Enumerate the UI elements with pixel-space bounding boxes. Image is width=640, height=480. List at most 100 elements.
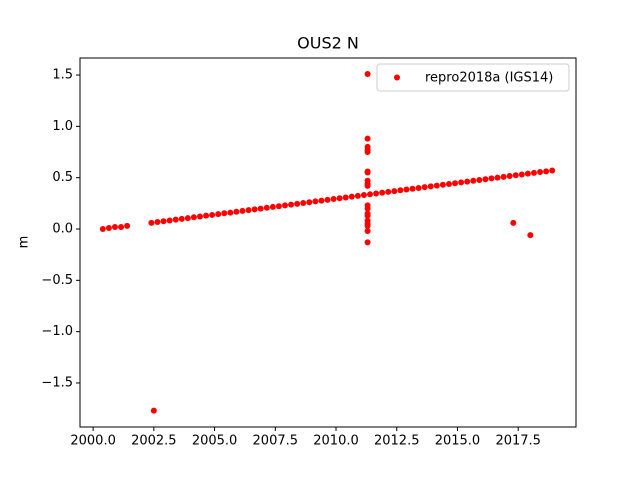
point: [439, 181, 446, 188]
point: [239, 207, 246, 214]
point: [111, 223, 118, 230]
point: [288, 201, 295, 208]
point: [233, 208, 240, 215]
point: [364, 169, 371, 176]
point: [245, 207, 252, 214]
x-tick-label: 2017.5: [495, 434, 541, 449]
point: [294, 200, 301, 207]
point: [476, 177, 483, 184]
point: [415, 184, 422, 191]
point: [364, 149, 371, 156]
point: [470, 177, 477, 184]
point: [178, 215, 185, 222]
point: [403, 186, 410, 193]
point: [482, 176, 489, 183]
point: [196, 213, 203, 220]
point: [360, 192, 367, 199]
point: [364, 239, 371, 246]
y-tick-label: 0.5: [52, 170, 73, 185]
y-axis-label: m: [17, 236, 32, 249]
point: [364, 182, 371, 189]
point: [537, 169, 544, 176]
point: [512, 172, 519, 179]
x-tick-label: 2002.5: [131, 434, 177, 449]
point: [494, 174, 501, 181]
point: [391, 188, 398, 195]
point: [148, 219, 155, 226]
point: [500, 173, 507, 180]
legend-marker: [394, 74, 400, 81]
point: [342, 194, 349, 201]
point: [124, 222, 131, 229]
point: [282, 202, 289, 209]
point: [269, 203, 276, 210]
point: [385, 188, 392, 195]
point: [354, 192, 361, 199]
point: [324, 196, 331, 203]
point: [464, 178, 471, 185]
point: [336, 195, 343, 202]
point: [524, 170, 531, 177]
point: [518, 171, 525, 178]
point: [275, 203, 282, 210]
point: [364, 212, 371, 219]
x-tick-label: 2007.5: [253, 434, 299, 449]
y-tick-label: −1.5: [41, 375, 73, 390]
point: [118, 223, 125, 230]
point: [364, 205, 371, 212]
y-tick-label: 0.0: [52, 222, 73, 237]
point: [184, 215, 191, 222]
point: [373, 190, 380, 197]
point: [409, 185, 416, 192]
chart-title: OUS2 N: [297, 34, 359, 53]
point: [154, 219, 161, 226]
point: [150, 407, 157, 414]
y-tick-label: 1.5: [52, 68, 73, 83]
point: [221, 210, 228, 217]
point: [367, 191, 374, 198]
point: [510, 219, 517, 226]
point: [364, 228, 371, 235]
point: [263, 204, 270, 211]
x-tick-label: 2010.0: [313, 434, 359, 449]
point: [318, 197, 325, 204]
point: [312, 198, 319, 205]
point: [257, 205, 264, 212]
point: [190, 214, 197, 221]
y-tick-label: −0.5: [41, 273, 73, 288]
point: [348, 193, 355, 200]
point: [452, 180, 459, 187]
point: [530, 169, 537, 176]
point: [421, 184, 428, 191]
point: [172, 216, 179, 223]
point: [203, 212, 210, 219]
point: [527, 232, 534, 239]
x-tick-label: 2015.0: [435, 434, 481, 449]
point: [300, 200, 307, 207]
point: [506, 173, 513, 180]
x-tick-label: 2005.0: [192, 434, 238, 449]
point: [364, 222, 371, 229]
point: [379, 189, 386, 196]
legend-label: repro2018a (IGS14): [425, 71, 553, 86]
point: [105, 224, 112, 231]
point: [251, 206, 258, 213]
point: [330, 196, 337, 203]
x-tick-label: 2000.0: [70, 434, 116, 449]
point: [445, 180, 452, 187]
point: [215, 211, 222, 218]
point: [549, 167, 556, 174]
point: [397, 187, 404, 194]
point: [166, 217, 173, 224]
point: [99, 226, 106, 233]
point: [227, 209, 234, 216]
plot-frame: [79, 57, 577, 428]
y-tick-label: −1.0: [41, 324, 73, 339]
point: [458, 179, 465, 186]
point: [160, 218, 167, 225]
x-tick-label: 2012.5: [374, 434, 420, 449]
point: [364, 135, 371, 142]
point: [488, 175, 495, 182]
point: [364, 71, 371, 78]
